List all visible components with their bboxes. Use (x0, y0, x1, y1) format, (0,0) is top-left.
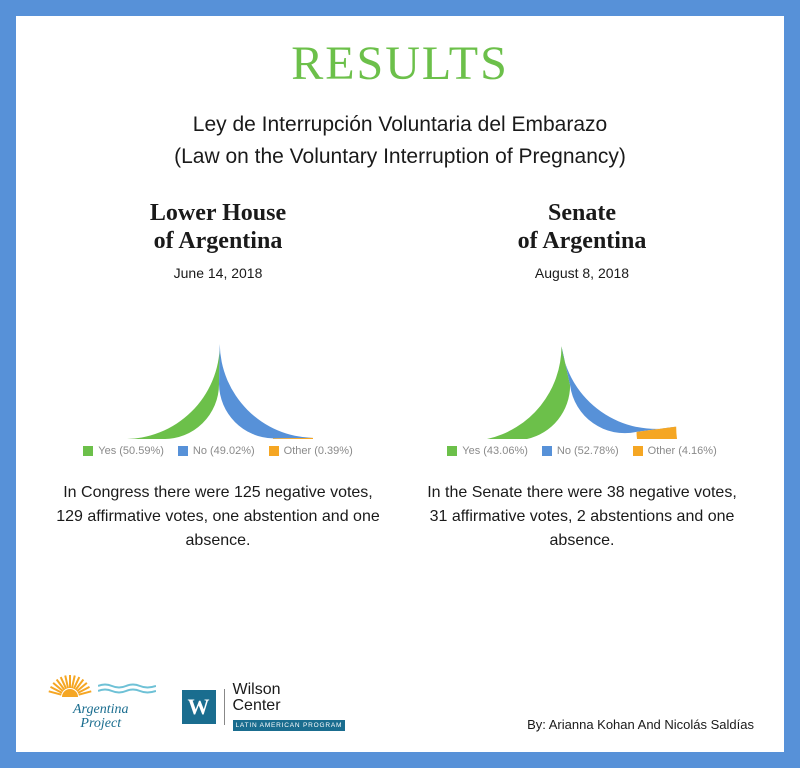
legend-label: No (49.02%) (193, 445, 255, 457)
legend-swatch (633, 446, 643, 456)
chart-heading-right-l2: of Argentina (410, 228, 754, 256)
chart-senate: Senate of Argentina August 8, 2018 Yes (… (410, 200, 754, 553)
legend-swatch (447, 446, 457, 456)
chart-date-left: June 14, 2018 (46, 265, 390, 281)
logo-wilson-center: W Wilson Center LATIN AMERICAN PROGRAM (182, 682, 346, 732)
logos: Argentina Project W Wilson Center LATIN … (46, 673, 345, 732)
legend-label: No (52.78%) (557, 445, 619, 457)
donut-segment (123, 344, 220, 439)
charts-row: Lower House of Argentina June 14, 2018 Y… (46, 200, 754, 553)
legend-label: Yes (43.06%) (462, 445, 528, 457)
chart-heading-right-l1: Senate (410, 200, 754, 228)
legend-item: Other (0.39%) (269, 445, 353, 457)
chart-heading-left: Lower House of Argentina (46, 200, 390, 255)
logo-argentina-l2: Project (46, 717, 156, 732)
legend-item: No (52.78%) (542, 445, 619, 457)
donut-right-wrap (410, 309, 754, 439)
wilson-name-l1: Wilson (233, 682, 346, 698)
wilson-divider (224, 689, 225, 725)
caption-left: In Congress there were 125 negative vote… (46, 481, 390, 553)
donut-segment (487, 346, 570, 439)
caption-right: In the Senate there were 38 negative vot… (410, 481, 754, 553)
donut-left (108, 329, 328, 439)
infographic-frame: RESULTS Ley de Interrupción Voluntaria d… (0, 0, 800, 768)
subtitle-line2: (Law on the Voluntary Interruption of Pr… (46, 141, 754, 173)
main-title: RESULTS (46, 36, 754, 91)
legend-item: Other (4.16%) (633, 445, 717, 457)
wilson-name-l2: Center (233, 698, 346, 714)
legend-item: Yes (50.59%) (83, 445, 164, 457)
legend-label: Other (0.39%) (284, 445, 353, 457)
sun-icon (46, 673, 94, 697)
legend-item: Yes (43.06%) (447, 445, 528, 457)
legend-label: Other (4.16%) (648, 445, 717, 457)
legend-left: Yes (50.59%) No (49.02%) Other (0.39%) (46, 445, 390, 457)
chart-lower-house: Lower House of Argentina June 14, 2018 Y… (46, 200, 390, 553)
donut-left-wrap (46, 309, 390, 439)
legend-right: Yes (43.06%) No (52.78%) Other (4.16%) (410, 445, 754, 457)
wilson-subtitle: LATIN AMERICAN PROGRAM (233, 720, 346, 731)
legend-item: No (49.02%) (178, 445, 255, 457)
wilson-text: Wilson Center LATIN AMERICAN PROGRAM (233, 682, 346, 732)
donut-segment (219, 344, 313, 438)
wilson-w-icon: W (182, 690, 216, 724)
donut-segment (561, 346, 676, 433)
chart-date-right: August 8, 2018 (410, 265, 754, 281)
legend-swatch (542, 446, 552, 456)
chart-heading-left-l1: Lower House (46, 200, 390, 228)
logo-argentina-l1: Argentina (46, 703, 156, 718)
legend-swatch (269, 446, 279, 456)
logo-argentina-project: Argentina Project (46, 673, 156, 732)
subtitle-line1: Ley de Interrupción Voluntaria del Embar… (46, 109, 754, 141)
donut-right (472, 329, 692, 439)
legend-label: Yes (50.59%) (98, 445, 164, 457)
legend-swatch (83, 446, 93, 456)
legend-swatch (178, 446, 188, 456)
byline: By: Arianna Kohan And Nicolás Saldías (527, 717, 754, 732)
chart-heading-right: Senate of Argentina (410, 200, 754, 255)
subtitle: Ley de Interrupción Voluntaria del Embar… (46, 109, 754, 172)
waves-icon (98, 683, 156, 695)
footer: Argentina Project W Wilson Center LATIN … (46, 673, 754, 732)
chart-heading-left-l2: of Argentina (46, 228, 390, 256)
